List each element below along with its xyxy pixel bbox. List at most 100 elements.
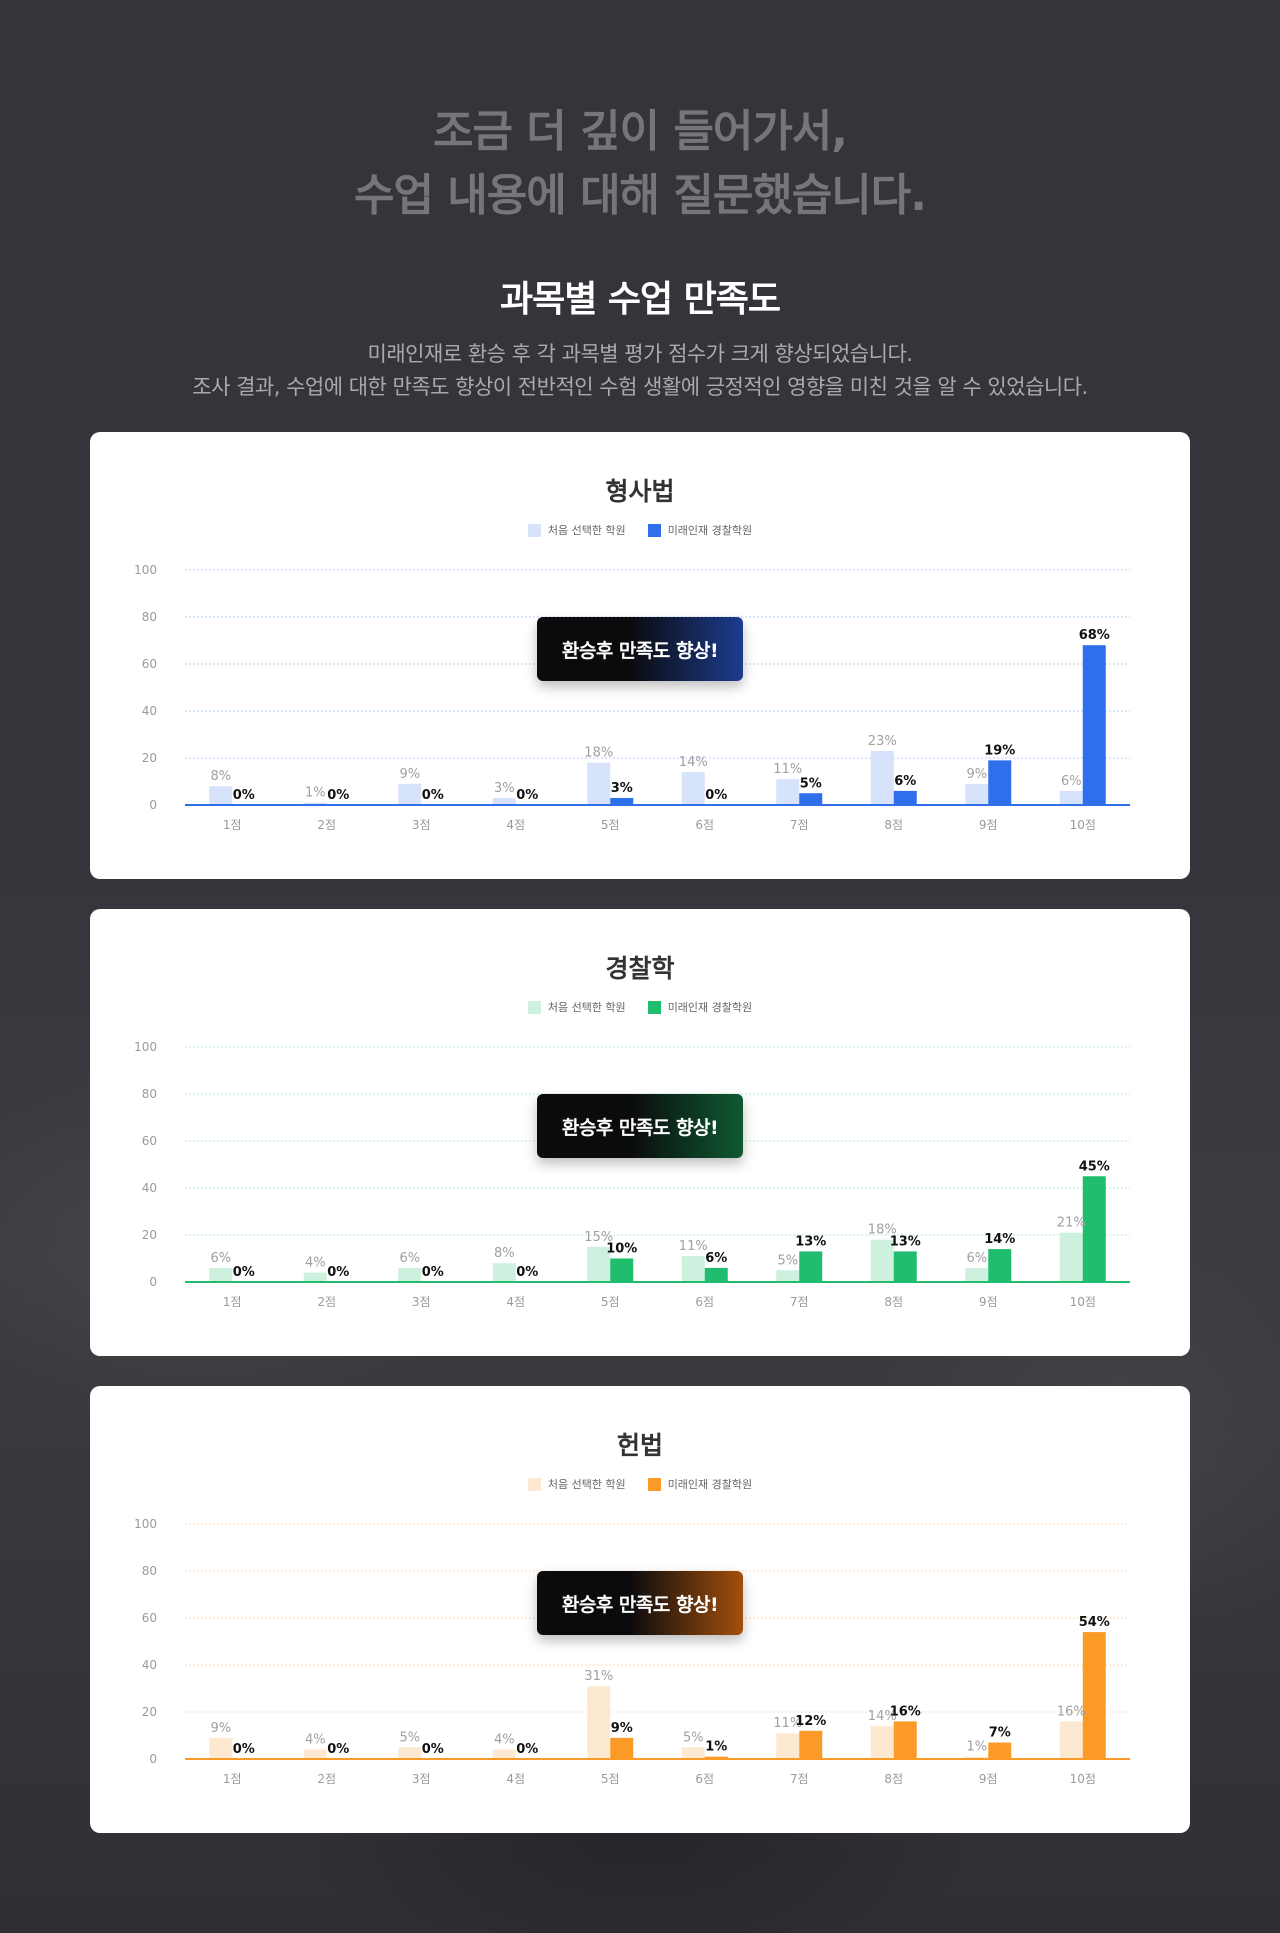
x-tick-label: 3점 [412,818,431,832]
legend-swatch-dark [647,1000,661,1014]
legend-label: 처음 선택한 학원 [547,1001,626,1014]
data-label-mirae-academy: 0% [516,788,538,803]
x-tick-label: 5점 [601,818,620,832]
data-label-first-academy: 14% [679,755,708,770]
bar-mirae-academy [799,793,823,805]
improvement-badge: 환승후 만족도 향상! [537,1571,743,1635]
data-label-first-academy: 5% [777,1253,798,1268]
bar-mirae-academy [988,1742,1012,1759]
data-label-first-academy: 21% [1057,1216,1086,1231]
y-tick-label: 20 [142,1705,157,1719]
data-label-first-academy: 31% [584,1669,613,1684]
data-label-first-academy: 8% [210,769,231,784]
bar-first-academy [492,1263,516,1282]
bar-first-academy [681,1256,705,1282]
legend-item-first-academy: 처음 선택한 학원 [527,1476,626,1492]
bar-chart: 0204060801009%0%1점4%0%2점5%0%3점4%0%4점31%9… [134,1517,1130,1786]
data-label-mirae-academy: 19% [984,743,1015,758]
bar-first-academy [303,1749,327,1759]
data-label-mirae-academy: 0% [327,1742,349,1757]
bar-first-academy [303,802,327,805]
bar-mirae-academy [799,1730,823,1759]
y-tick-label: 100 [134,563,157,577]
data-label-mirae-academy: 0% [422,1742,444,1757]
x-tick-label: 4점 [506,818,525,832]
x-tick-label: 6점 [695,1295,714,1309]
section-description-line-2: 조사 결과, 수업에 대한 만족도 향상이 전반적인 수험 생활에 긍정적인 영… [192,375,1088,399]
data-label-mirae-academy: 13% [890,1234,921,1249]
data-label-mirae-academy: 45% [1079,1159,1110,1174]
data-label-mirae-academy: 0% [327,1265,349,1280]
data-label-first-academy: 4% [305,1256,326,1271]
data-label-mirae-academy: 6% [894,774,916,789]
bar-mirae-academy [610,1737,634,1759]
bar-first-academy [209,1267,233,1282]
data-label-first-academy: 4% [494,1733,515,1748]
x-tick-label: 5점 [601,1295,620,1309]
bar-mirae-academy [1082,645,1106,805]
y-tick-label: 60 [142,1134,157,1148]
intro-heading: 조금 더 깊이 들어가서, 수업 내용에 대해 질문했습니다. [0,100,1280,228]
bar-first-academy [1059,790,1083,805]
legend-item-first-academy: 처음 선택한 학원 [527,522,626,538]
bar-first-academy [398,1267,422,1282]
improvement-badge: 환승후 만족도 향상! [537,1094,743,1158]
y-tick-label: 0 [149,1752,157,1766]
y-tick-label: 20 [142,1228,157,1242]
chart-card-constitutional-law: 헌법 처음 선택한 학원 미래인재 경찰학원 0 20 40 60 80 100 9% 0% 1… [90,1386,1190,1833]
chart-title: 헌법 [616,1431,663,1460]
data-label-first-academy: 9% [210,1721,231,1736]
data-label-mirae-academy: 7% [989,1726,1011,1741]
y-tick-label: 40 [142,704,157,718]
data-label-mirae-academy: 0% [516,1265,538,1280]
legend-swatch-light [527,1477,541,1491]
data-label-mirae-academy: 0% [705,788,727,803]
x-tick-label: 8점 [884,1295,903,1309]
legend-swatch-light [527,1000,541,1014]
data-label-first-academy: 5% [683,1730,704,1745]
data-label-mirae-academy: 6% [705,1251,727,1266]
data-label-first-academy: 6% [210,1251,231,1266]
section-title: 과목별 수업 만족도 [499,279,781,320]
data-label-mirae-academy: 13% [795,1234,826,1249]
bar-mirae-academy [893,1251,917,1282]
y-tick-label: 0 [149,1275,157,1289]
data-label-mirae-academy: 0% [422,1265,444,1280]
x-tick-label: 7점 [790,1295,809,1309]
x-tick-label: 8점 [884,818,903,832]
data-label-first-academy: 3% [494,781,515,796]
x-tick-label: 7점 [790,1772,809,1786]
x-tick-label: 8점 [884,1772,903,1786]
data-label-mirae-academy: 1% [705,1740,727,1755]
x-tick-label: 9점 [979,1772,998,1786]
bar-mirae-academy [988,1249,1012,1282]
y-tick-label: 0 [149,798,157,812]
x-tick-label: 1점 [223,1295,242,1309]
chart-card-criminal-law: 형사법 처음 선택한 학원 미래인재 경찰학원 0 20 40 60 80 100 8% 0%… [90,432,1190,879]
data-label-first-academy: 6% [1061,774,1082,789]
legend-label: 미래인재 경찰학원 [667,1001,753,1014]
bar-first-academy [398,783,422,805]
data-label-mirae-academy: 16% [890,1704,921,1719]
data-label-first-academy: 8% [494,1246,515,1261]
data-label-first-academy: 18% [584,746,613,761]
y-tick-label: 20 [142,751,157,765]
bar-mirae-academy [704,1267,728,1282]
data-label-first-academy: 18% [868,1223,897,1238]
data-label-mirae-academy: 9% [611,1721,633,1736]
bar-first-academy [492,797,516,805]
data-label-mirae-academy: 0% [233,1265,255,1280]
y-tick-label: 40 [142,1181,157,1195]
chart-legend: 처음 선택한 학원 미래인재 경찰학원 [90,522,1190,538]
x-tick-label: 10점 [1070,818,1096,832]
data-label-mirae-academy: 0% [327,788,349,803]
data-label-first-academy: 11% [679,1239,708,1254]
bar-first-academy [776,1733,800,1759]
data-label-mirae-academy: 0% [422,788,444,803]
x-tick-label: 9점 [979,818,998,832]
y-tick-label: 60 [142,1611,157,1625]
data-label-first-academy: 4% [305,1733,326,1748]
chart-legend: 처음 선택한 학원 미래인재 경찰학원 [90,1476,1190,1492]
legend-item-mirae-academy: 미래인재 경찰학원 [647,999,753,1015]
legend-swatch-light [527,523,541,537]
